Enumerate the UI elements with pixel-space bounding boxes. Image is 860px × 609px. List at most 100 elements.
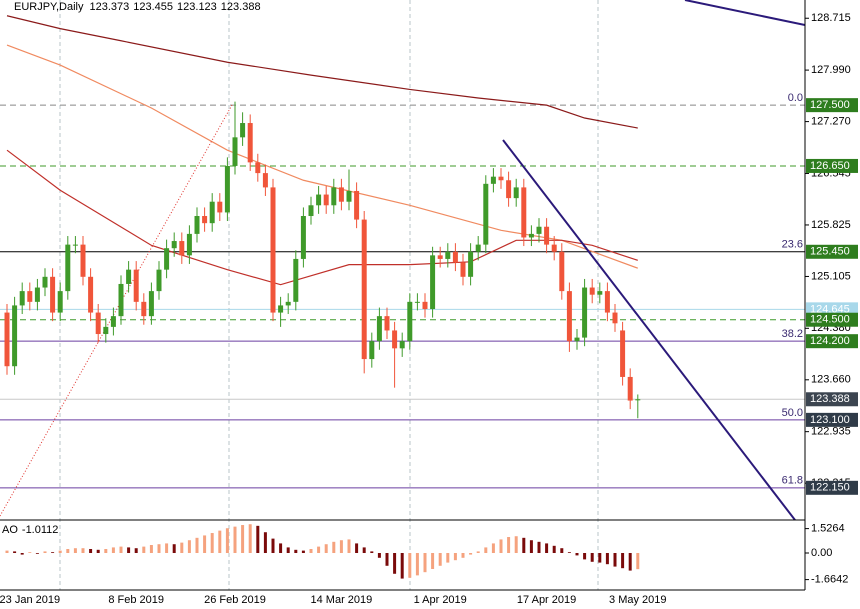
candle-body: [148, 291, 154, 317]
candle-body: [232, 137, 238, 166]
ao-bar: [263, 532, 267, 554]
candle-body: [612, 312, 618, 324]
ao-bar: [621, 553, 625, 569]
ao-bar: [590, 553, 594, 562]
ao-bar: [13, 551, 17, 554]
ao-bar: [233, 526, 237, 554]
y-tick-label: 128.715: [811, 12, 851, 24]
candle-body: [369, 341, 375, 360]
y-tick-label: 125.105: [811, 270, 851, 282]
moving-average: [6, 44, 639, 269]
ao-bar: [58, 550, 62, 554]
candle-body: [255, 162, 261, 174]
candle-body: [171, 241, 177, 249]
candle-body: [133, 269, 139, 302]
candle-body: [50, 276, 56, 313]
ao-header: AO -1.0112: [2, 524, 58, 536]
ao-bar: [575, 553, 579, 556]
ao-bar: [294, 549, 298, 554]
x-tick-label: 3 May 2019: [609, 594, 666, 606]
ao-bar: [51, 552, 55, 554]
candle-body: [506, 180, 512, 199]
price-box-label: 122.150: [810, 482, 850, 494]
candle-body: [361, 219, 367, 360]
symbol: EURJPY,Daily: [14, 1, 84, 13]
ao-bar: [545, 543, 549, 554]
candle-body: [12, 305, 18, 367]
ao-bar: [73, 548, 77, 554]
ao-bar: [172, 544, 176, 554]
ao-bar: [187, 540, 191, 554]
candle-body: [285, 301, 291, 306]
price-box-label: 127.500: [810, 99, 850, 111]
ao-bar: [453, 553, 457, 561]
candle-body: [4, 312, 10, 367]
ao-bar: [461, 553, 465, 558]
ao-bar: [491, 543, 495, 554]
ao-bar: [89, 549, 93, 554]
close: 123.388: [221, 1, 261, 13]
candle-body: [452, 251, 458, 263]
candle-body: [224, 165, 230, 213]
ao-bar: [514, 536, 518, 554]
candle-body: [620, 330, 626, 377]
ao-bar: [66, 549, 70, 554]
price-box: [806, 412, 858, 427]
ao-bar: [529, 540, 533, 554]
ao-bar: [476, 551, 480, 554]
candle-body: [217, 201, 223, 213]
candle-body: [399, 341, 405, 349]
price-box-label: 125.450: [810, 246, 850, 258]
ao-bar: [370, 551, 374, 554]
candle-body: [392, 330, 398, 349]
y-tick-label: 122.935: [811, 426, 851, 438]
ao-bar: [415, 553, 419, 576]
ao-bar: [180, 542, 184, 554]
ao-bar: [195, 537, 199, 554]
candle-body: [422, 301, 428, 309]
ao-bar: [598, 553, 602, 563]
ao-bar: [256, 525, 260, 554]
ao-bar: [636, 553, 640, 570]
ao-bar: [271, 538, 275, 554]
candle-body: [194, 216, 200, 234]
candle-body: [110, 316, 116, 327]
ao-bar: [111, 547, 115, 554]
candle-body: [407, 301, 413, 342]
ao-bar: [362, 547, 366, 554]
price-box-label: 123.100: [810, 414, 850, 426]
ao-panel: [5, 524, 640, 579]
candle-body: [490, 176, 496, 184]
ao-bar: [225, 528, 229, 554]
candle-body: [19, 291, 25, 306]
candle-body: [118, 283, 124, 317]
ao-bar: [96, 549, 100, 554]
x-tick-label: 26 Feb 2019: [204, 594, 266, 606]
candle-body: [247, 123, 253, 163]
low: 123.123: [177, 1, 217, 13]
candle-body: [536, 226, 542, 234]
candle-body: [42, 276, 48, 288]
ao-bar: [507, 537, 511, 554]
candle-body: [528, 233, 534, 238]
ao-bar: [605, 553, 609, 565]
ao-bar: [218, 530, 222, 554]
candle-body: [414, 301, 420, 303]
candle-body: [72, 244, 78, 246]
candle-body: [597, 291, 603, 295]
candle-body: [338, 187, 344, 202]
ao-bar: [567, 552, 571, 554]
price-box: [806, 158, 858, 173]
ao-bar: [423, 553, 427, 573]
candle-body: [126, 269, 132, 284]
open: 123.373: [90, 1, 130, 13]
ao-bar: [119, 546, 123, 554]
price-box-label: 124.500: [810, 314, 850, 326]
candle-body: [635, 399, 641, 401]
price-box: [806, 480, 858, 495]
candle-body: [430, 255, 436, 309]
candle-body: [240, 123, 246, 138]
levels: 0.0 23.6 38.2 50.0 61.8: [0, 92, 805, 489]
ao-bar: [28, 552, 32, 554]
